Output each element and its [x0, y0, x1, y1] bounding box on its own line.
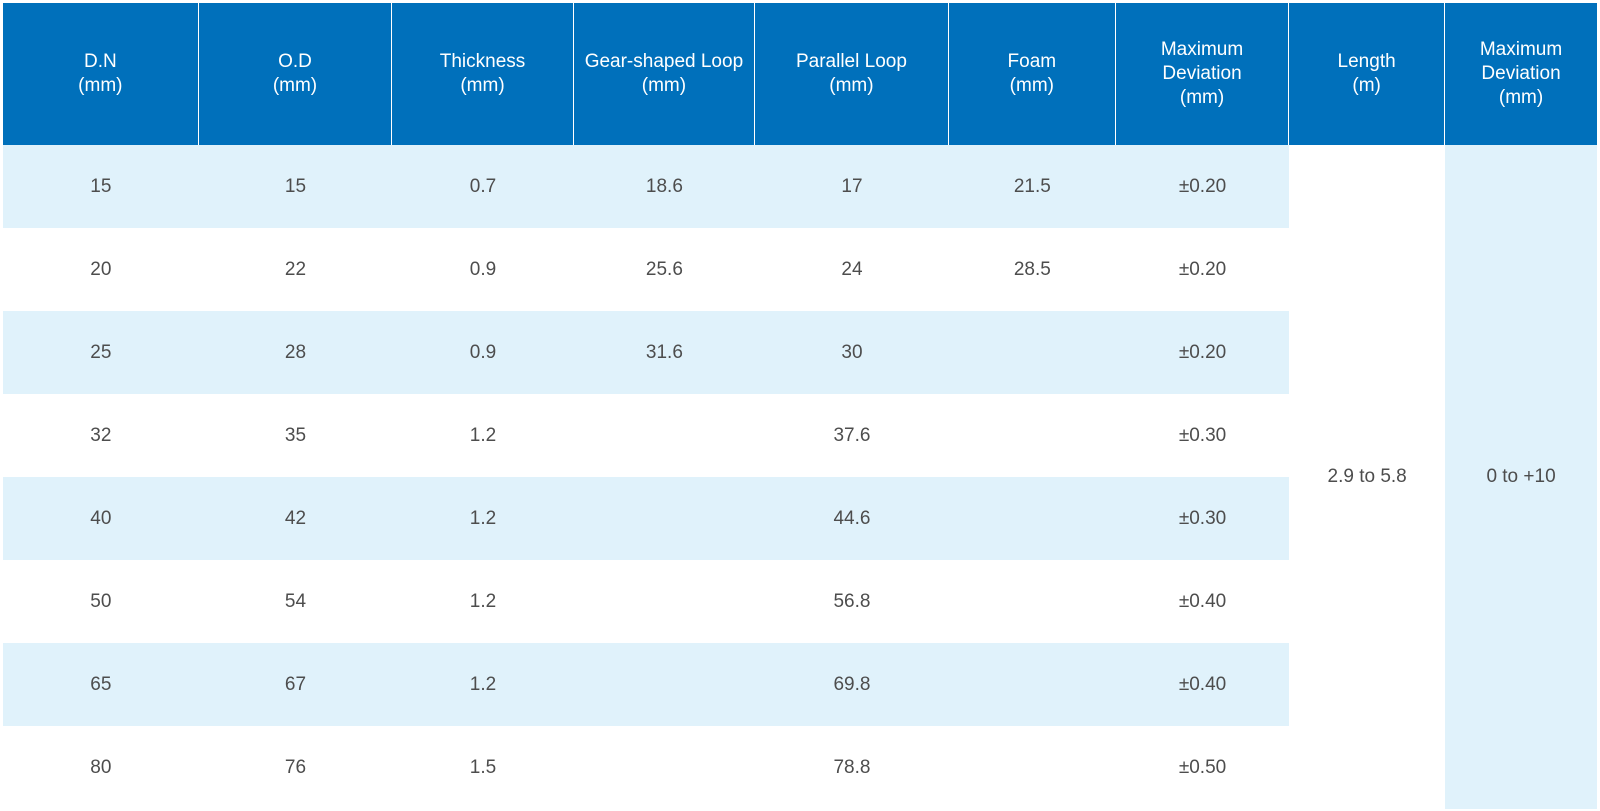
table-row: 80 76 1.5 78.8 ±0.50 — [3, 726, 1597, 809]
table-row: 40 42 1.2 44.6 ±0.30 — [3, 477, 1597, 560]
cell-deviation: ±0.40 — [1115, 643, 1290, 726]
cell-thickness: 1.2 — [392, 643, 574, 726]
cell-od: 15 — [198, 145, 393, 228]
cell-thickness: 1.2 — [392, 560, 574, 643]
cell-dn: 32 — [3, 394, 199, 477]
cell-od: 28 — [198, 311, 393, 394]
cell-gear-loop: 25.6 — [573, 228, 756, 311]
table-row: 50 54 1.2 56.8 ±0.40 — [3, 560, 1597, 643]
table-row: 20 22 0.9 25.6 24 28.5 ±0.20 — [3, 228, 1597, 311]
header-gear-shaped-loop: Gear-shaped Loop (mm) — [573, 3, 756, 145]
cell-dn: 40 — [3, 477, 199, 560]
cell-foam — [948, 643, 1116, 726]
cell-deviation: ±0.40 — [1115, 560, 1290, 643]
header-foam: Foam (mm) — [948, 3, 1116, 145]
header-dn: D.N (mm) — [3, 3, 199, 145]
cell-dn: 15 — [3, 145, 199, 228]
cell-deviation: ±0.30 — [1115, 477, 1290, 560]
cell-gear-loop — [573, 726, 756, 809]
cell-deviation: ±0.20 — [1115, 228, 1290, 311]
cell-gear-loop — [573, 643, 756, 726]
cell-deviation: ±0.30 — [1115, 394, 1290, 477]
cell-thickness: 1.5 — [392, 726, 574, 809]
cell-gear-loop: 31.6 — [573, 311, 756, 394]
header-od: O.D (mm) — [198, 3, 393, 145]
cell-deviation: ±0.20 — [1115, 311, 1290, 394]
table-row: 25 28 0.9 31.6 30 ±0.20 — [3, 311, 1597, 394]
cell-parallel-loop: 44.6 — [755, 477, 949, 560]
cell-foam: 28.5 — [948, 228, 1116, 311]
cell-gear-loop — [573, 477, 756, 560]
cell-parallel-loop: 69.8 — [755, 643, 949, 726]
cell-foam: 21.5 — [948, 145, 1116, 228]
header-length-deviation: Maximum Deviation (mm) — [1445, 3, 1597, 145]
cell-parallel-loop: 37.6 — [755, 394, 949, 477]
cell-length: 2.9 to 5.8 — [1289, 145, 1446, 809]
table-row: 15 15 0.7 18.6 17 21.5 ±0.20 2.9 to 5.8 … — [3, 145, 1597, 809]
cell-foam — [948, 311, 1116, 394]
cell-thickness: 0.7 — [392, 145, 574, 228]
header-parallel-loop: Parallel Loop (mm) — [755, 3, 949, 145]
cell-dn: 20 — [3, 228, 199, 311]
cell-gear-loop — [573, 394, 756, 477]
cell-parallel-loop: 24 — [755, 228, 949, 311]
cell-foam — [948, 726, 1116, 809]
cell-dn: 80 — [3, 726, 199, 809]
cell-foam — [948, 477, 1116, 560]
cell-parallel-loop: 56.8 — [755, 560, 949, 643]
header-row: D.N (mm) O.D (mm) Thickness (mm) Gear-sh… — [3, 3, 1597, 145]
spec-table: D.N (mm) O.D (mm) Thickness (mm) Gear-sh… — [3, 3, 1597, 809]
cell-parallel-loop: 78.8 — [755, 726, 949, 809]
cell-od: 22 — [198, 228, 393, 311]
table-row: 32 35 1.2 37.6 ±0.30 — [3, 394, 1597, 477]
cell-foam — [948, 394, 1116, 477]
cell-gear-loop: 18.6 — [573, 145, 756, 228]
cell-parallel-loop: 17 — [755, 145, 949, 228]
cell-deviation: ±0.50 — [1115, 726, 1290, 809]
cell-dn: 50 — [3, 560, 199, 643]
cell-od: 42 — [198, 477, 393, 560]
cell-thickness: 1.2 — [392, 477, 574, 560]
cell-deviation: ±0.20 — [1115, 145, 1290, 228]
cell-thickness: 0.9 — [392, 228, 574, 311]
cell-thickness: 1.2 — [392, 394, 574, 477]
table-row: 65 67 1.2 69.8 ±0.40 — [3, 643, 1597, 726]
header-maximum-deviation: Maximum Deviation (mm) — [1115, 3, 1290, 145]
header-thickness: Thickness (mm) — [392, 3, 574, 145]
cell-od: 67 — [198, 643, 393, 726]
cell-dn: 65 — [3, 643, 199, 726]
cell-length-deviation: 0 to +10 — [1445, 145, 1597, 809]
cell-thickness: 0.9 — [392, 311, 574, 394]
header-length: Length (m) — [1289, 3, 1446, 145]
cell-od: 35 — [198, 394, 393, 477]
cell-od: 54 — [198, 560, 393, 643]
cell-dn: 25 — [3, 311, 199, 394]
cell-foam — [948, 560, 1116, 643]
cell-od: 76 — [198, 726, 393, 809]
cell-gear-loop — [573, 560, 756, 643]
cell-parallel-loop: 30 — [755, 311, 949, 394]
